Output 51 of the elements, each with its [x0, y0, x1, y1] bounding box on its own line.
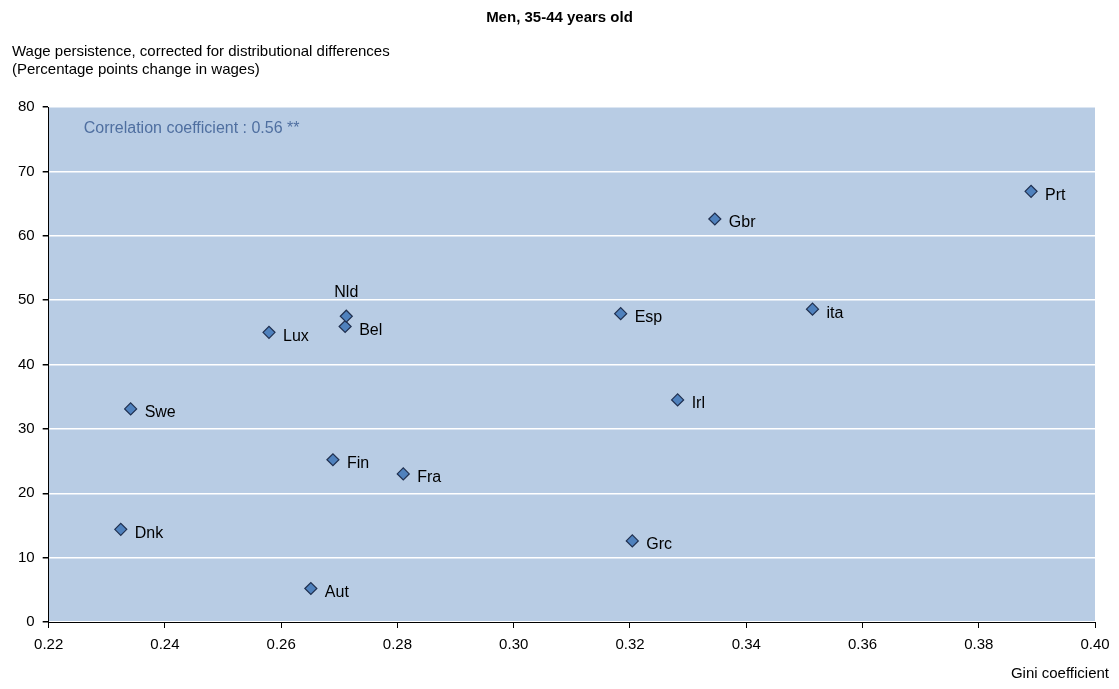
x-tick-label: 0.34 [731, 635, 761, 653]
point [114, 522, 128, 536]
x-tick-label: 0.22 [34, 635, 64, 653]
point [396, 467, 410, 481]
y-tick-label: 20 [18, 483, 35, 501]
annotation: Grc [646, 535, 673, 553]
chart-title: Men, 35-44 years old [485, 8, 634, 25]
point [1024, 184, 1038, 198]
annotation: Prt [1045, 185, 1067, 203]
annotation: Correlation coefficient : 0.56 ** [83, 119, 300, 137]
point [262, 325, 276, 339]
point [326, 453, 340, 467]
y-tick-label: 80 [18, 97, 35, 115]
annotation: Lux [282, 326, 309, 344]
point [124, 402, 138, 416]
annotation: Esp [634, 308, 663, 326]
y-tick-label: 40 [18, 354, 35, 372]
x-tick-label: 0.32 [615, 635, 645, 653]
y-tick-label: 10 [18, 547, 35, 565]
x-tick-label: 0.40 [1080, 635, 1110, 653]
annotation: Gbr [728, 213, 757, 231]
point [338, 319, 352, 334]
annotation: Fin [346, 454, 370, 472]
point [671, 393, 685, 407]
point [625, 534, 639, 548]
y-tick-label: 60 [18, 225, 35, 243]
y-tick-label: 0 [26, 612, 35, 630]
y-tick-label: 30 [18, 419, 35, 437]
annotation: Irl [691, 394, 705, 412]
x-tick-label: 0.36 [847, 635, 878, 653]
x-tick-label: 0.38 [964, 635, 994, 653]
annotation: Fra [417, 468, 442, 486]
y-axis-title: Wage persistence, corrected for distributional differences (Percentage points change in wages) [12, 42, 390, 78]
point [614, 307, 628, 321]
annotation: Dnk [134, 523, 165, 541]
point [339, 309, 353, 323]
annotation: ita [826, 303, 844, 321]
x-tick-label: 0.30 [499, 635, 529, 653]
point [304, 581, 318, 596]
annotation: Nld [334, 282, 359, 300]
x-tick-label: 0.28 [382, 635, 413, 653]
point [708, 212, 722, 226]
x-tick-label: 0.26 [266, 635, 296, 653]
annotation: Swe [144, 403, 176, 421]
annotation: Aut [324, 582, 350, 600]
x-axis-title: Gini coefficient [1010, 664, 1109, 681]
y-tick-label: 70 [18, 161, 35, 179]
annotation: Bel [359, 320, 383, 338]
x-tick-label: 0.24 [150, 635, 180, 653]
point [805, 302, 820, 316]
y-tick-label: 50 [18, 290, 35, 308]
